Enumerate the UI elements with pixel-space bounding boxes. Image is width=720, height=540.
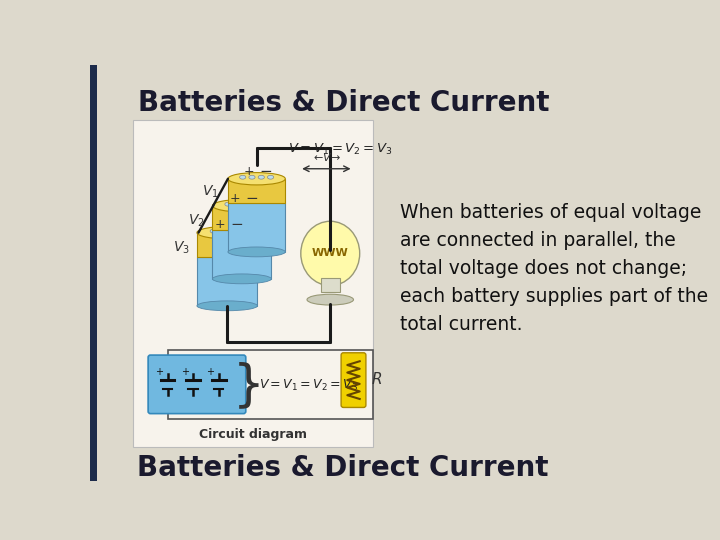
Text: −: − xyxy=(259,164,272,179)
Text: +: + xyxy=(155,367,163,377)
Ellipse shape xyxy=(220,229,225,233)
Bar xyxy=(228,204,285,252)
Text: +: + xyxy=(206,367,214,377)
Ellipse shape xyxy=(249,176,255,179)
Bar xyxy=(90,65,97,481)
Text: $V_2$: $V_2$ xyxy=(188,212,204,228)
Bar xyxy=(197,257,258,306)
Text: }: } xyxy=(233,361,265,409)
Ellipse shape xyxy=(197,226,258,239)
Text: −: − xyxy=(246,191,258,206)
Text: $V = V_1 = V_2 = V_3$: $V = V_1 = V_2 = V_3$ xyxy=(287,142,392,157)
Ellipse shape xyxy=(229,229,235,233)
FancyBboxPatch shape xyxy=(341,353,366,408)
Text: +: + xyxy=(230,192,240,205)
Ellipse shape xyxy=(225,202,231,206)
Text: $V_3$: $V_3$ xyxy=(173,240,190,256)
Text: +: + xyxy=(181,367,189,377)
Bar xyxy=(321,278,340,292)
Ellipse shape xyxy=(228,247,285,257)
Text: Circuit diagram: Circuit diagram xyxy=(199,428,307,441)
Ellipse shape xyxy=(253,202,259,206)
Bar xyxy=(132,120,373,448)
Text: WWW: WWW xyxy=(312,248,348,259)
Text: −: − xyxy=(231,218,243,232)
Ellipse shape xyxy=(212,274,271,284)
Text: $V_1$: $V_1$ xyxy=(202,184,218,200)
Ellipse shape xyxy=(212,200,271,212)
Ellipse shape xyxy=(238,229,244,233)
Ellipse shape xyxy=(258,176,264,179)
Ellipse shape xyxy=(210,229,216,233)
Ellipse shape xyxy=(240,176,246,179)
Ellipse shape xyxy=(234,202,240,206)
Text: +: + xyxy=(215,219,225,232)
Text: When batteries of equal voltage
are connected in parallel, the
total voltage doe: When batteries of equal voltage are conn… xyxy=(400,204,708,334)
Text: $V = V_1 = V_2 = V_3$: $V = V_1 = V_2 = V_3$ xyxy=(259,377,358,393)
Text: +: + xyxy=(243,165,254,178)
Ellipse shape xyxy=(243,202,250,206)
Ellipse shape xyxy=(307,294,354,305)
Bar xyxy=(212,231,271,279)
Ellipse shape xyxy=(228,173,285,185)
Text: $\leftarrow\!V\!\rightarrow$: $\leftarrow\!V\!\rightarrow$ xyxy=(311,151,342,164)
Bar xyxy=(197,233,258,257)
Text: R: R xyxy=(372,372,382,387)
Bar xyxy=(168,350,373,419)
Text: Batteries & Direct Current: Batteries & Direct Current xyxy=(138,454,549,482)
Ellipse shape xyxy=(197,301,258,310)
Ellipse shape xyxy=(301,221,360,286)
Bar xyxy=(228,179,285,204)
Text: Batteries & Direct Current: Batteries & Direct Current xyxy=(138,90,549,117)
Ellipse shape xyxy=(267,176,274,179)
Bar xyxy=(212,206,271,231)
FancyBboxPatch shape xyxy=(148,355,246,414)
